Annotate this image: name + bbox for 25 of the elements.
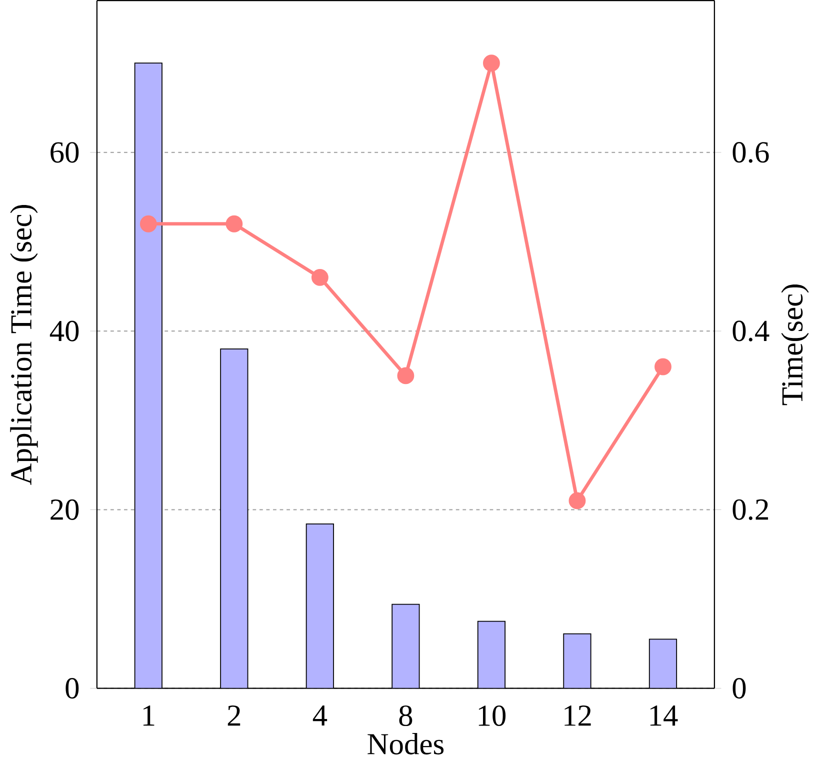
x-tick-label: 10 [478,706,506,726]
point [397,367,414,384]
x-tick-label: 12 [564,706,591,726]
x-tick-label: 1 [143,706,154,726]
y2-tick-label: 0.6 [732,142,769,163]
y-tick-label: 60 [50,142,79,163]
x-axis-title: Nodes [368,733,444,755]
y2-axis-title: Time(sec) [781,284,809,406]
point [654,358,672,376]
x-tick-label: 14 [650,706,678,726]
y-axis-title: Application Time (sec) [10,205,38,486]
y2-tick-label: 0.4 [732,320,770,342]
y-tick-label: 20 [50,500,79,520]
x-tick-label: 4 [312,706,328,726]
y2-tick-label: 0.2 [732,500,768,520]
point [226,216,243,233]
point [568,492,586,510]
point [140,216,157,233]
point [311,269,328,286]
x-tick-label: 8 [399,706,412,726]
x-tick-label: 2 [228,706,240,726]
point [482,54,500,72]
y-tick-label: 0 [66,678,79,699]
y-tick-label: 40 [50,320,79,342]
y2-tick-label: 0 [732,678,746,699]
